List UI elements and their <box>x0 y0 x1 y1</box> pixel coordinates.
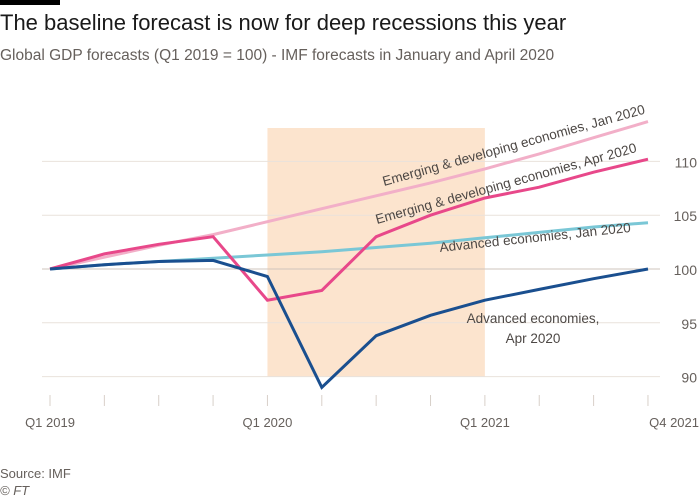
y-tick-label: 100 <box>674 262 698 278</box>
series-line-2 <box>49 157 649 302</box>
annotation-adv-apr-line1: Advanced economies, <box>467 311 600 326</box>
copyright-note: © FT <box>0 483 30 498</box>
line-chart: 90 95 100 105 110 Q1 2019 Q1 2020 Q1 2021 Q4 202… <box>25 102 699 430</box>
x-tick-label: Q4 2021 <box>649 415 699 430</box>
x-tick-label: Q1 2019 <box>25 415 75 430</box>
x-tick-label: Q1 2021 <box>460 415 510 430</box>
brand-bar <box>0 0 60 5</box>
source-note: Source: IMF <box>0 466 71 481</box>
chart-title: The baseline forecast is now for deep re… <box>0 10 567 35</box>
series-line-3 <box>49 258 649 390</box>
chart-subtitle: Global GDP forecasts (Q1 2019 = 100) - I… <box>0 47 555 64</box>
y-tick-label: 90 <box>681 370 697 386</box>
annotation-adv-apr-line2: Apr 2020 <box>506 331 561 346</box>
y-tick-label: 105 <box>674 208 698 224</box>
y-tick-label: 95 <box>681 316 697 332</box>
y-tick-label: 110 <box>675 154 698 170</box>
x-tick-label: Q1 2020 <box>243 415 293 430</box>
